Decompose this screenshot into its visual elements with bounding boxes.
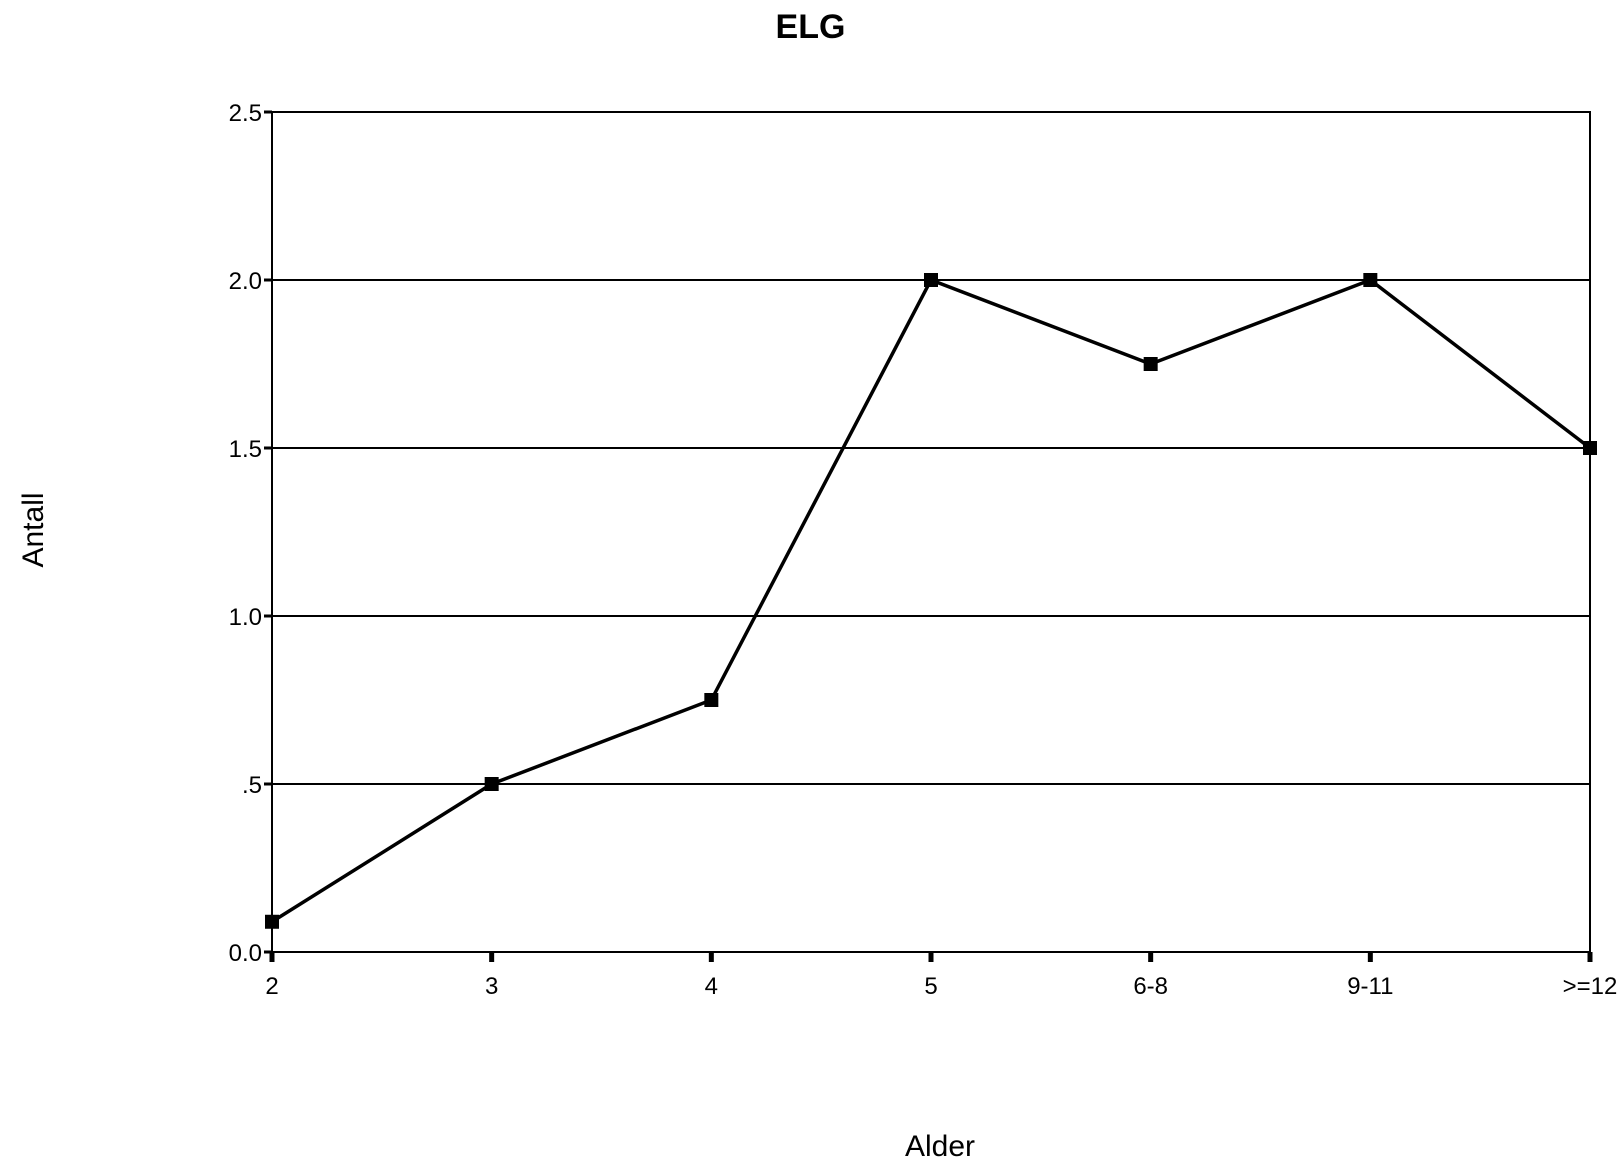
data-point xyxy=(924,273,938,287)
data-point xyxy=(484,777,499,791)
x-tick-label: 3 xyxy=(485,973,498,1000)
y-tick-label: 0.0 xyxy=(229,940,262,967)
x-tick-label: 5 xyxy=(924,973,937,1000)
data-point xyxy=(704,693,719,707)
data-point xyxy=(1583,441,1597,455)
y-tick-label: 1.0 xyxy=(229,604,262,631)
chart-title: ELG xyxy=(775,8,846,46)
data-point xyxy=(265,914,279,929)
y-tick-label: 2.5 xyxy=(229,100,262,127)
x-tick-label: 2 xyxy=(265,973,278,1000)
y-tick-label: 1.5 xyxy=(229,436,262,463)
plot-frame xyxy=(271,111,1591,953)
data-point xyxy=(1143,357,1158,371)
series-line xyxy=(271,277,1592,924)
y-tick-label: .5 xyxy=(242,772,262,799)
data-point xyxy=(1363,273,1378,287)
y-tick-label: 2.0 xyxy=(229,268,262,295)
x-axis-label: Alder xyxy=(904,1130,976,1163)
x-tick-label: 4 xyxy=(705,973,718,1000)
x-tick-label: 9-11 xyxy=(1347,973,1393,1000)
x-tick-label: >=12 xyxy=(1563,973,1618,1000)
x-tick-label: 6-8 xyxy=(1133,973,1168,1000)
